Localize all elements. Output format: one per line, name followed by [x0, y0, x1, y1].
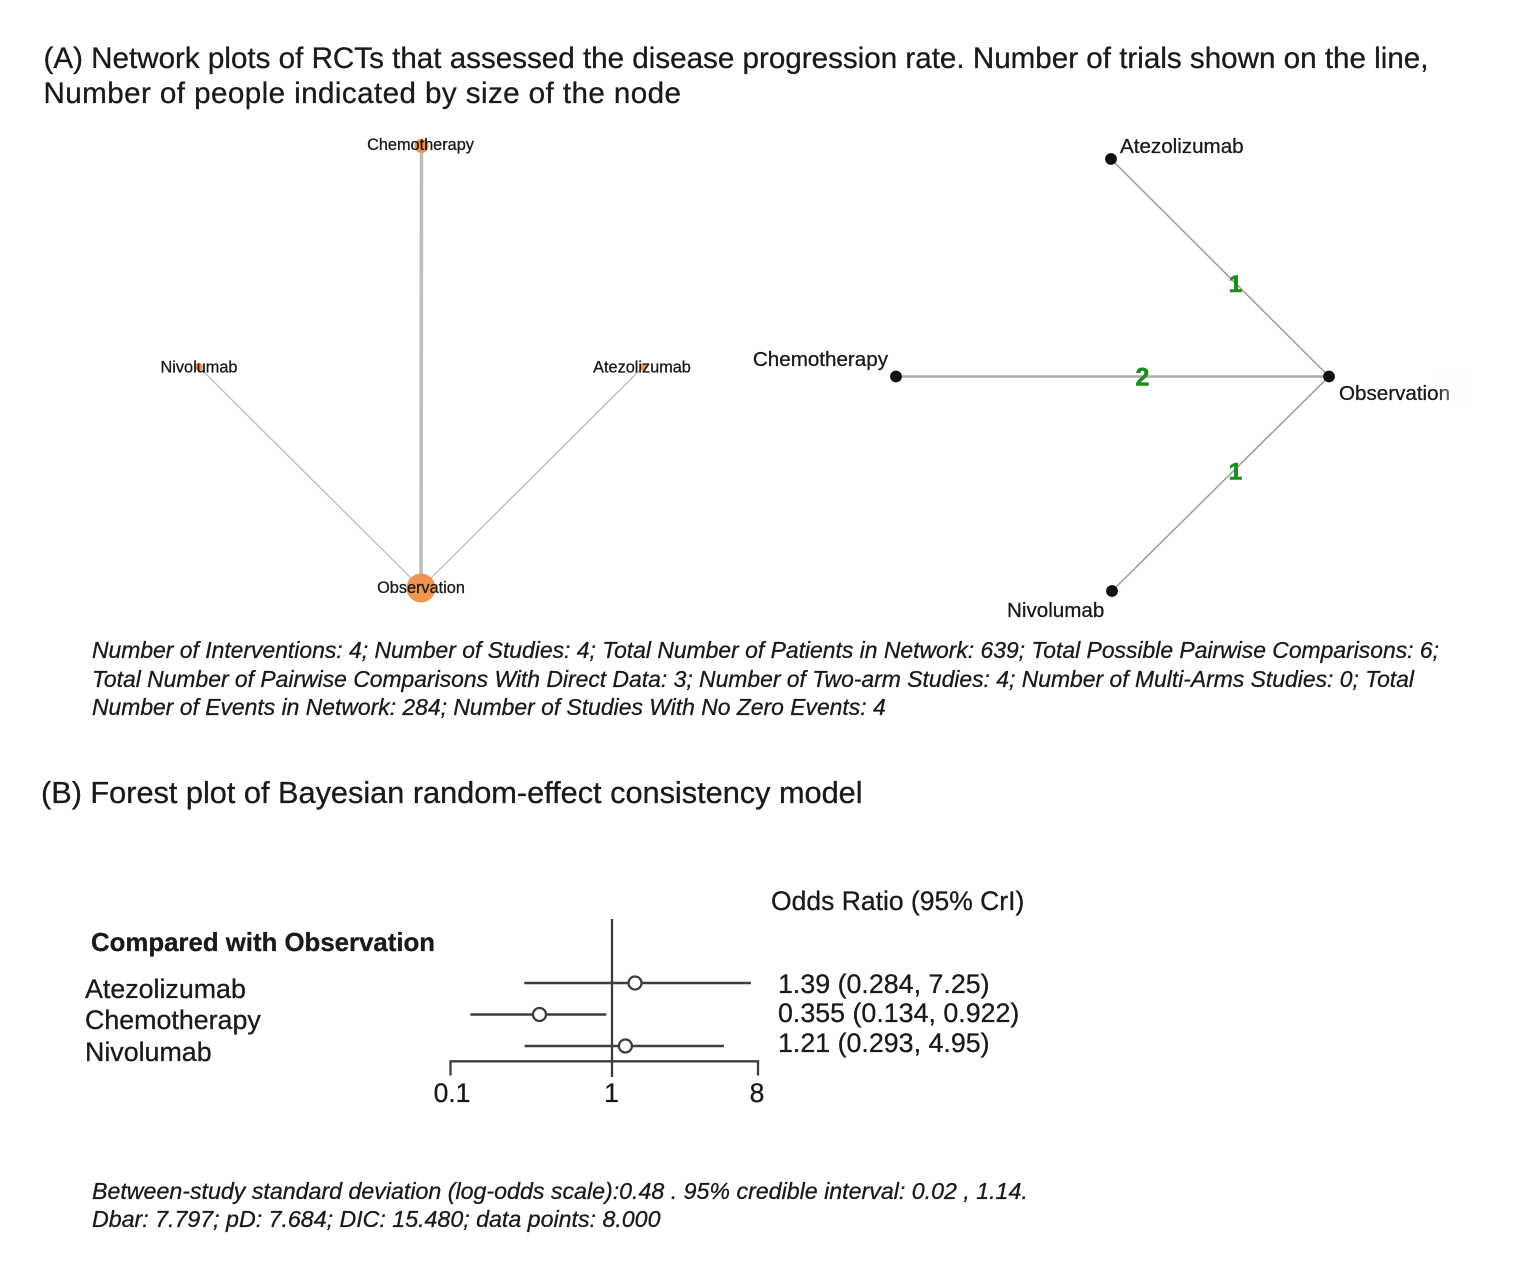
svg-text:2: 2 — [1136, 364, 1150, 392]
svg-text:Atezolizumab: Atezolizumab — [1120, 135, 1244, 158]
svg-text:8: 8 — [750, 1078, 765, 1108]
svg-text:Observation: Observation — [1339, 382, 1450, 405]
svg-text:1: 1 — [1229, 271, 1243, 298]
svg-text:Observation: Observation — [377, 579, 465, 597]
svg-text:Chemotherapy: Chemotherapy — [367, 136, 475, 154]
svg-text:Chemotherapy: Chemotherapy — [753, 348, 889, 371]
svg-text:1: 1 — [1229, 459, 1243, 486]
svg-text:Nivolumab: Nivolumab — [1007, 599, 1104, 622]
svg-text:Atezolizumab: Atezolizumab — [593, 359, 691, 377]
svg-text:0.1: 0.1 — [434, 1078, 471, 1108]
svg-text:1: 1 — [604, 1078, 619, 1108]
svg-text:Nivolumab: Nivolumab — [161, 359, 238, 377]
